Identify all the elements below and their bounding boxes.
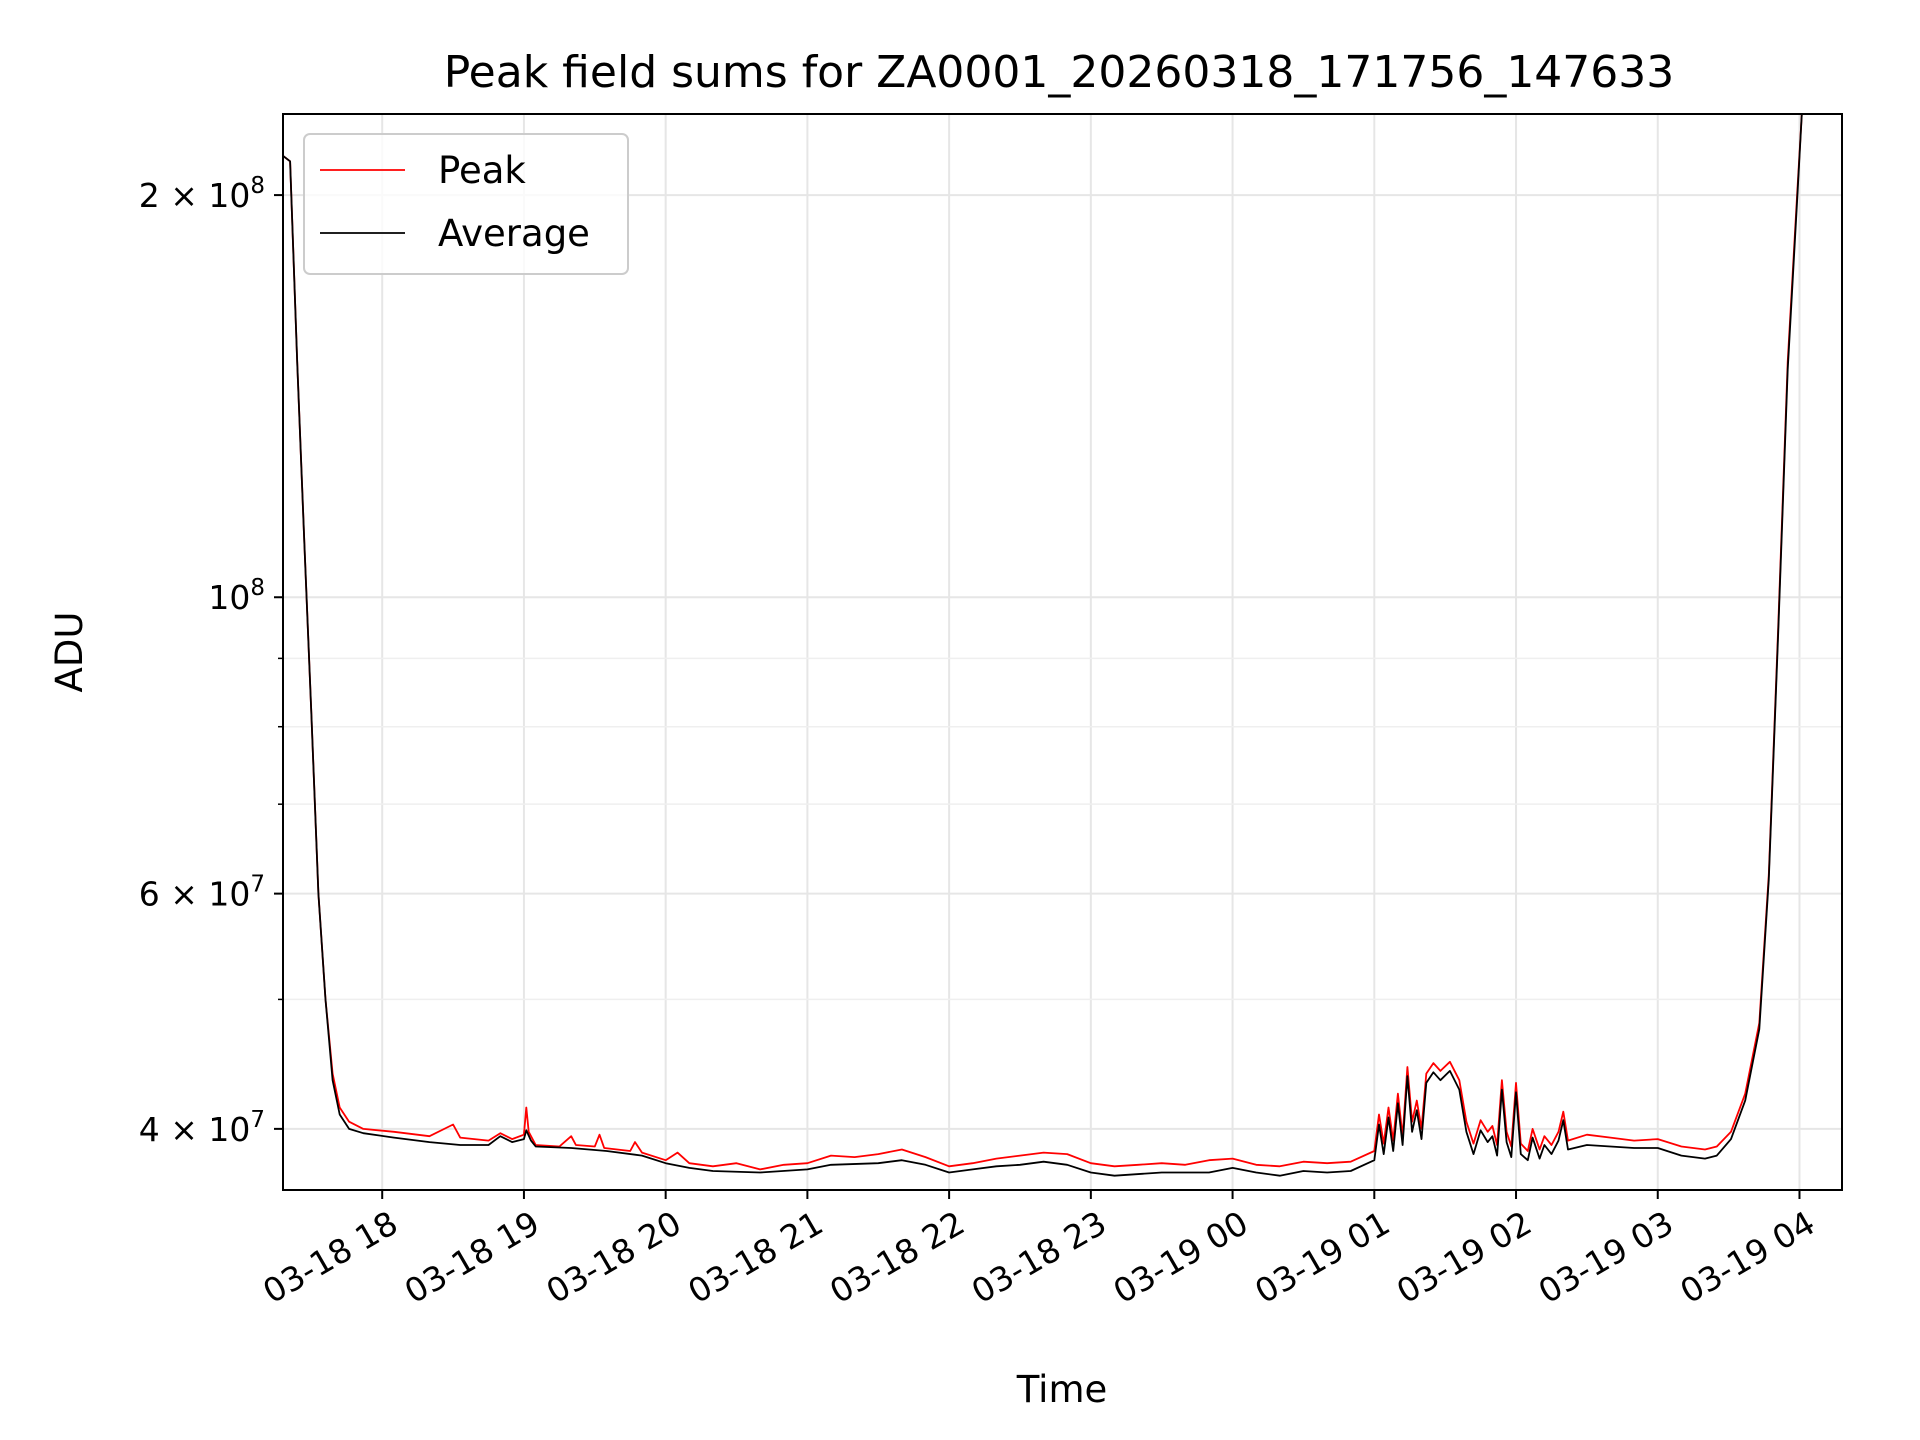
grid-lines [283,114,1842,1190]
series-line-peak [283,114,1803,1171]
y-tick-label: 6 × 107 [139,872,265,914]
series-layer [283,114,1803,1177]
legend: Peak Average [303,133,629,275]
y-tick-label: 4 × 107 [139,1107,265,1149]
legend-label-peak: Peak [438,149,526,192]
plot-frame [282,113,1843,1191]
y-tick-exponent: 8 [250,575,265,601]
x-axis-label: Time [1016,1368,1108,1411]
y-tick-label: 2 × 108 [139,173,265,215]
y-tick-exponent: 7 [250,1107,265,1133]
legend-label-average: Average [438,212,590,255]
y-tick-exponent: 7 [250,872,265,898]
series-line-average [283,114,1803,1177]
plot-area [283,114,1803,1177]
chart-title: Peak field sums for ZA0001_20260318_1717… [444,47,1675,98]
legend-box [303,133,629,275]
y-tick-exponent: 8 [250,173,265,199]
y-tick-label: 108 [208,575,265,617]
y-axis-ticks: 4 × 107 6 × 107 108 2 × 108 [139,173,283,1149]
y-axis-label: ADU [48,612,91,693]
